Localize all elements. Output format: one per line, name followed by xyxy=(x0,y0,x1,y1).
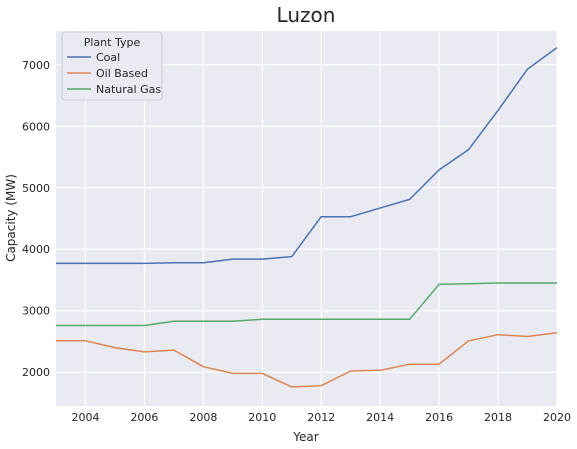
legend: Plant Type Coal Oil Based Natural Gas xyxy=(61,31,163,101)
series-line-coal xyxy=(56,46,558,265)
x-tick-label: 2018 xyxy=(484,411,512,424)
y-tick-labels: 2000 3000 4000 5000 6000 7000 xyxy=(22,59,50,379)
x-tick-label: 2014 xyxy=(366,411,394,424)
y-tick-label: 6000 xyxy=(22,120,50,133)
x-tick-label: 2004 xyxy=(71,411,99,424)
x-tick-label: 2006 xyxy=(130,411,158,424)
series-line-oil-based xyxy=(56,332,558,388)
x-axis-label: Year xyxy=(292,430,318,444)
series-layer xyxy=(56,46,558,388)
legend-title: Plant Type xyxy=(84,36,141,49)
legend-label-coal: Coal xyxy=(96,51,120,64)
x-tick-labels: 2004 2006 2008 2010 2012 2014 2016 2018 2020 xyxy=(71,411,571,424)
series-line-natural-gas xyxy=(56,282,557,327)
grid xyxy=(56,31,558,406)
y-tick-label: 4000 xyxy=(22,243,50,256)
x-tick-label: 2008 xyxy=(189,411,217,424)
x-tick-label: 2010 xyxy=(248,411,276,424)
y-tick-label: 7000 xyxy=(22,59,50,72)
y-tick-label: 3000 xyxy=(22,305,50,318)
y-axis-label: Capacity (MW) xyxy=(4,174,18,262)
x-tick-label: 2020 xyxy=(543,411,571,424)
legend-box xyxy=(61,31,163,101)
legend-label-natural-gas: Natural Gas xyxy=(96,83,161,96)
x-tick-label: 2012 xyxy=(307,411,335,424)
chart-title: Luzon xyxy=(277,3,336,27)
y-tick-label: 5000 xyxy=(22,182,50,195)
x-tick-label: 2016 xyxy=(425,411,453,424)
legend-label-oil-based: Oil Based xyxy=(96,67,148,80)
legend-items: Coal Oil Based Natural Gas xyxy=(67,51,161,96)
y-tick-label: 2000 xyxy=(22,366,50,379)
